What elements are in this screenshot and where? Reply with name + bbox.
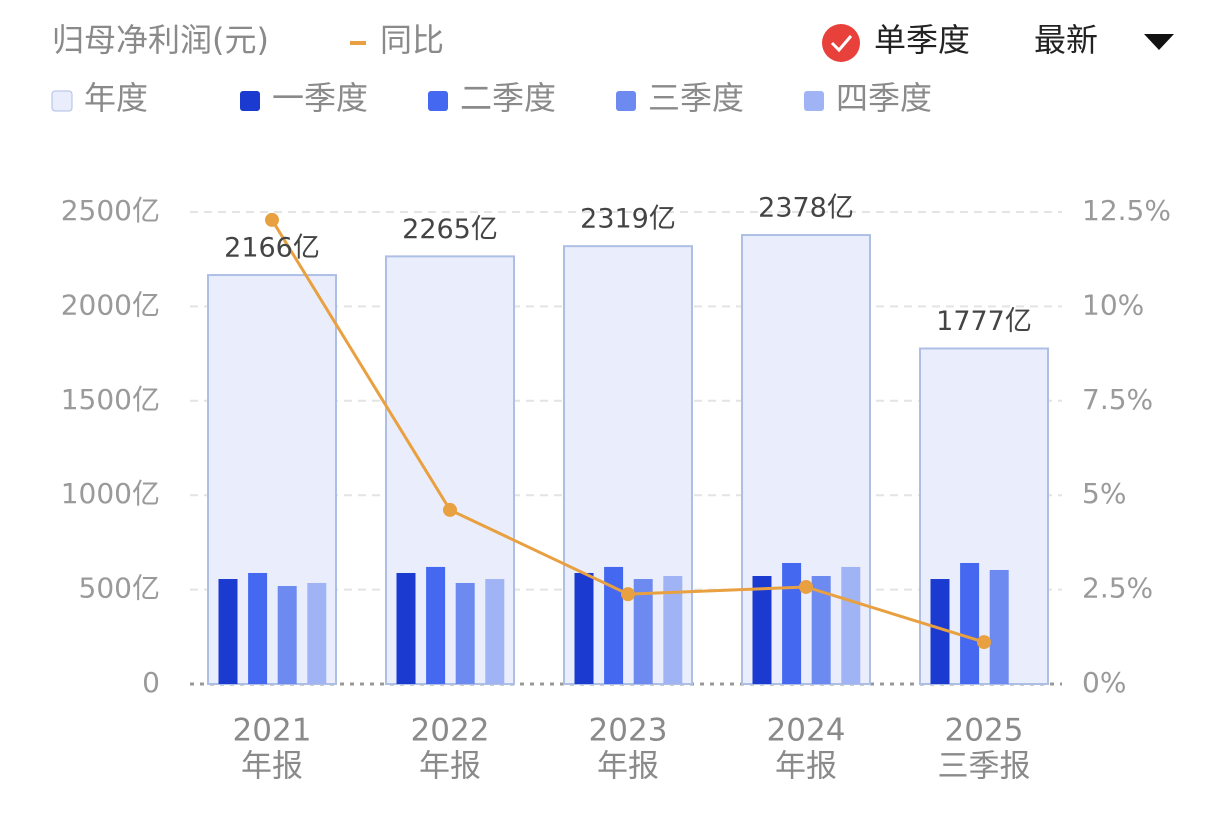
y-tick-label: 1500亿 — [61, 383, 160, 416]
toggle-label[interactable]: 单季度 — [874, 21, 970, 59]
x-tick-label: 2025 — [945, 713, 1024, 749]
y2-tick-label: 5% — [1082, 477, 1126, 510]
legend-label: 一季度 — [272, 79, 368, 117]
quarter-bar — [663, 576, 683, 684]
toggle-check[interactable] — [822, 24, 860, 62]
y2-tick-label: 7.5% — [1082, 383, 1153, 416]
legend-label: 二季度 — [460, 79, 556, 117]
legend-swatch — [240, 91, 260, 111]
y-tick-label: 1000亿 — [61, 477, 160, 510]
x-tick-label: 三季报 — [938, 749, 1031, 785]
quarter-bar — [307, 582, 327, 684]
y2-tick-label: 12.5% — [1082, 194, 1171, 227]
quarter-bar — [752, 576, 772, 684]
quarter-bar — [989, 569, 1009, 684]
y2-tick-label: 10% — [1082, 288, 1144, 321]
value-label: 1777亿 — [936, 306, 1032, 337]
x-tick-label: 2022 — [411, 713, 490, 749]
value-label: 2378亿 — [758, 193, 854, 224]
yoy-point — [621, 587, 635, 602]
y-tick-label: 0 — [142, 666, 160, 699]
yoy-point — [443, 502, 457, 517]
value-label: 2265亿 — [402, 214, 498, 245]
quarter-bar — [455, 582, 475, 684]
quarter-bar — [841, 566, 861, 684]
check-icon — [830, 35, 853, 53]
y-tick-label: 2500亿 — [61, 194, 160, 227]
x-tick-label: 年报 — [775, 749, 837, 785]
quarter-bar — [782, 562, 802, 684]
yoy-point — [265, 212, 279, 227]
yoy-point — [977, 635, 991, 650]
legend-label: 同比 — [380, 21, 444, 59]
quarter-bar — [930, 579, 950, 684]
yoy-point — [799, 579, 813, 594]
chart-title: 归母净利润(元) — [52, 21, 269, 59]
quarter-bar — [485, 579, 505, 684]
legend-swatch — [51, 90, 73, 112]
quarter-bar — [426, 566, 446, 684]
x-tick-label: 2024 — [767, 713, 846, 749]
legend-label: 四季度 — [836, 79, 932, 117]
quarter-bar — [633, 579, 653, 684]
value-label: 2319亿 — [580, 204, 676, 235]
quarter-bar — [960, 562, 980, 684]
dropdown-arrow[interactable] — [1144, 34, 1174, 50]
y2-tick-label: 0% — [1082, 666, 1126, 699]
quarter-bar — [248, 572, 268, 684]
x-tick-label: 年报 — [419, 749, 481, 785]
x-tick-label: 2021 — [233, 713, 312, 749]
quarter-bar — [277, 586, 297, 684]
x-tick-label: 2023 — [589, 713, 668, 749]
period-select[interactable]: 最新 — [1034, 21, 1098, 59]
y-tick-label: 2000亿 — [61, 288, 160, 321]
quarter-bar — [604, 566, 624, 684]
legend-label: 三季度 — [648, 79, 744, 117]
quarter-bar — [396, 572, 416, 684]
x-tick-label: 年报 — [597, 749, 659, 785]
quarter-bar — [811, 576, 831, 684]
y-tick-label: 500亿 — [79, 572, 160, 605]
legend-label: 年度 — [84, 79, 148, 117]
legend-swatch — [804, 91, 824, 111]
legend-swatch — [616, 91, 636, 111]
y2-tick-label: 2.5% — [1082, 572, 1153, 605]
quarter-bar — [218, 579, 238, 684]
legend-swatch — [428, 91, 448, 111]
value-label: 2166亿 — [224, 233, 320, 264]
x-tick-label: 年报 — [241, 749, 303, 785]
quarter-bar — [574, 572, 594, 684]
